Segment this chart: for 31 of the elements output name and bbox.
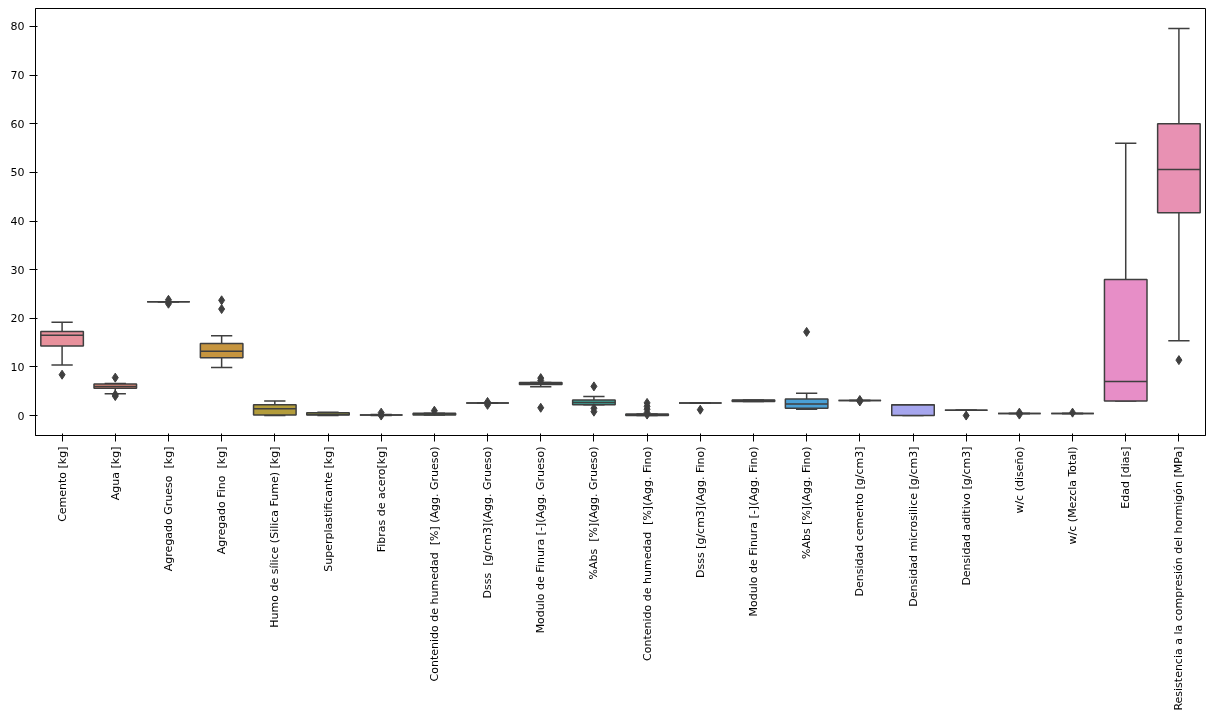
x-tick-label: Modulo de Finura [-](Agg. Grueso) (534, 446, 548, 634)
x-tick-label: Agregado Fino [kg] (215, 446, 229, 555)
x-tick-label: Agua [kg] (108, 446, 122, 501)
x-tick-label: Contenido de humedad [%] (Agg. Grueso) (427, 446, 441, 682)
x-tick-label: w/c (diseño) (1012, 446, 1026, 514)
y-tick-label: 30 (10, 263, 25, 277)
y-tick-label: 0 (17, 409, 25, 423)
x-tick-label: Contenido de humedad [%](Agg. Fino) (640, 446, 654, 661)
x-tick-label: Densidad aditivo [g/cm3] (959, 446, 973, 586)
x-tick-label: Dsss [g/cm3](Agg. Grueso) (481, 446, 495, 599)
x-tick-label: Cemento [kg] (55, 446, 69, 522)
y-tick-label: 60 (10, 117, 25, 131)
x-tick-label: w/c (Mezcla Total) (1066, 446, 1080, 545)
x-tick-label: Edad [dias] (1119, 446, 1133, 509)
y-tick-label: 70 (10, 69, 25, 83)
x-tick-label: Fibras de acero[kg] (374, 446, 388, 553)
x-tick-label: Superplastificante [kg] (321, 446, 335, 572)
x-tick-label: Agregado Grueso [kg] (161, 446, 175, 572)
y-tick-label: 10 (10, 360, 25, 374)
x-tick-label: Modulo de Finura [-](Agg. Fino) (746, 446, 760, 617)
x-tick-label: Densidad microsilice [g/cm3] (906, 446, 920, 607)
y-tick-label: 80 (10, 20, 25, 34)
x-tick-label: Dsss [g/cm3](Agg. Fino) (693, 446, 707, 579)
x-tick-label: %Abs [%](Agg. Fino) (800, 446, 814, 560)
y-tick-label: 20 (10, 312, 25, 326)
x-tick-label: %Abs [%](Agg. Grueso) (587, 446, 601, 580)
y-tick-label: 50 (10, 166, 25, 180)
y-tick-label: 40 (10, 215, 25, 229)
x-tick-label: Resistencia a la compresión del hormigón [MPa] (1172, 446, 1186, 711)
x-tick-label: Densidad cemento [g/cm3] (853, 446, 867, 597)
x-tick-label: Humo de sílice (Silica Fume) [kg] (268, 446, 282, 628)
